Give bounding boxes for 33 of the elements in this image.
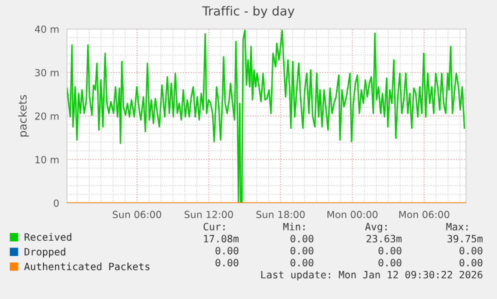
line-series xyxy=(67,30,466,203)
text: 39.75m xyxy=(448,234,483,242)
y-tick-label: 20 m xyxy=(35,112,59,120)
text: 0.00 xyxy=(290,246,314,254)
text: 0.00 xyxy=(460,246,482,254)
y-axis-title: packets xyxy=(18,95,29,136)
y-tick-label: 10 m xyxy=(36,156,59,164)
x-tick-label: Sun 12:00 xyxy=(184,210,233,218)
text: Avg: xyxy=(365,222,387,232)
text: Max: xyxy=(446,222,468,230)
legend-label: Dropped xyxy=(24,248,66,258)
text: 0.00 xyxy=(216,258,238,266)
y-tick-label: 30 m xyxy=(35,68,59,76)
text: Cur: xyxy=(204,222,225,230)
chart-title: Traffic - by day xyxy=(202,6,294,18)
x-tick-label: Mon 00:00 xyxy=(327,210,378,218)
x-tick-label: Mon 06:00 xyxy=(399,210,450,218)
text: 0.00 xyxy=(216,246,238,254)
text: 0.00 xyxy=(378,258,402,266)
legend-label: Received xyxy=(24,233,72,241)
text: 0.00 xyxy=(290,234,314,242)
y-tick-label: 0 xyxy=(54,199,59,207)
text: 0.00 xyxy=(460,258,482,266)
y-tick-label: 40 m xyxy=(34,25,59,33)
text: 0.00 xyxy=(378,246,402,254)
x-tick-label: Sun 18:00 xyxy=(256,210,305,218)
text: Last update: Mon Jan 12 09:30:22 2026 xyxy=(261,270,482,280)
text: 0.00 xyxy=(290,258,314,266)
legend-label: Authenticated Packets xyxy=(24,262,150,270)
text: Min: xyxy=(283,222,305,230)
x-tick-label: Sun 06:00 xyxy=(112,210,162,218)
text: 23.63m xyxy=(366,234,402,242)
text: 17.08m xyxy=(204,234,239,242)
